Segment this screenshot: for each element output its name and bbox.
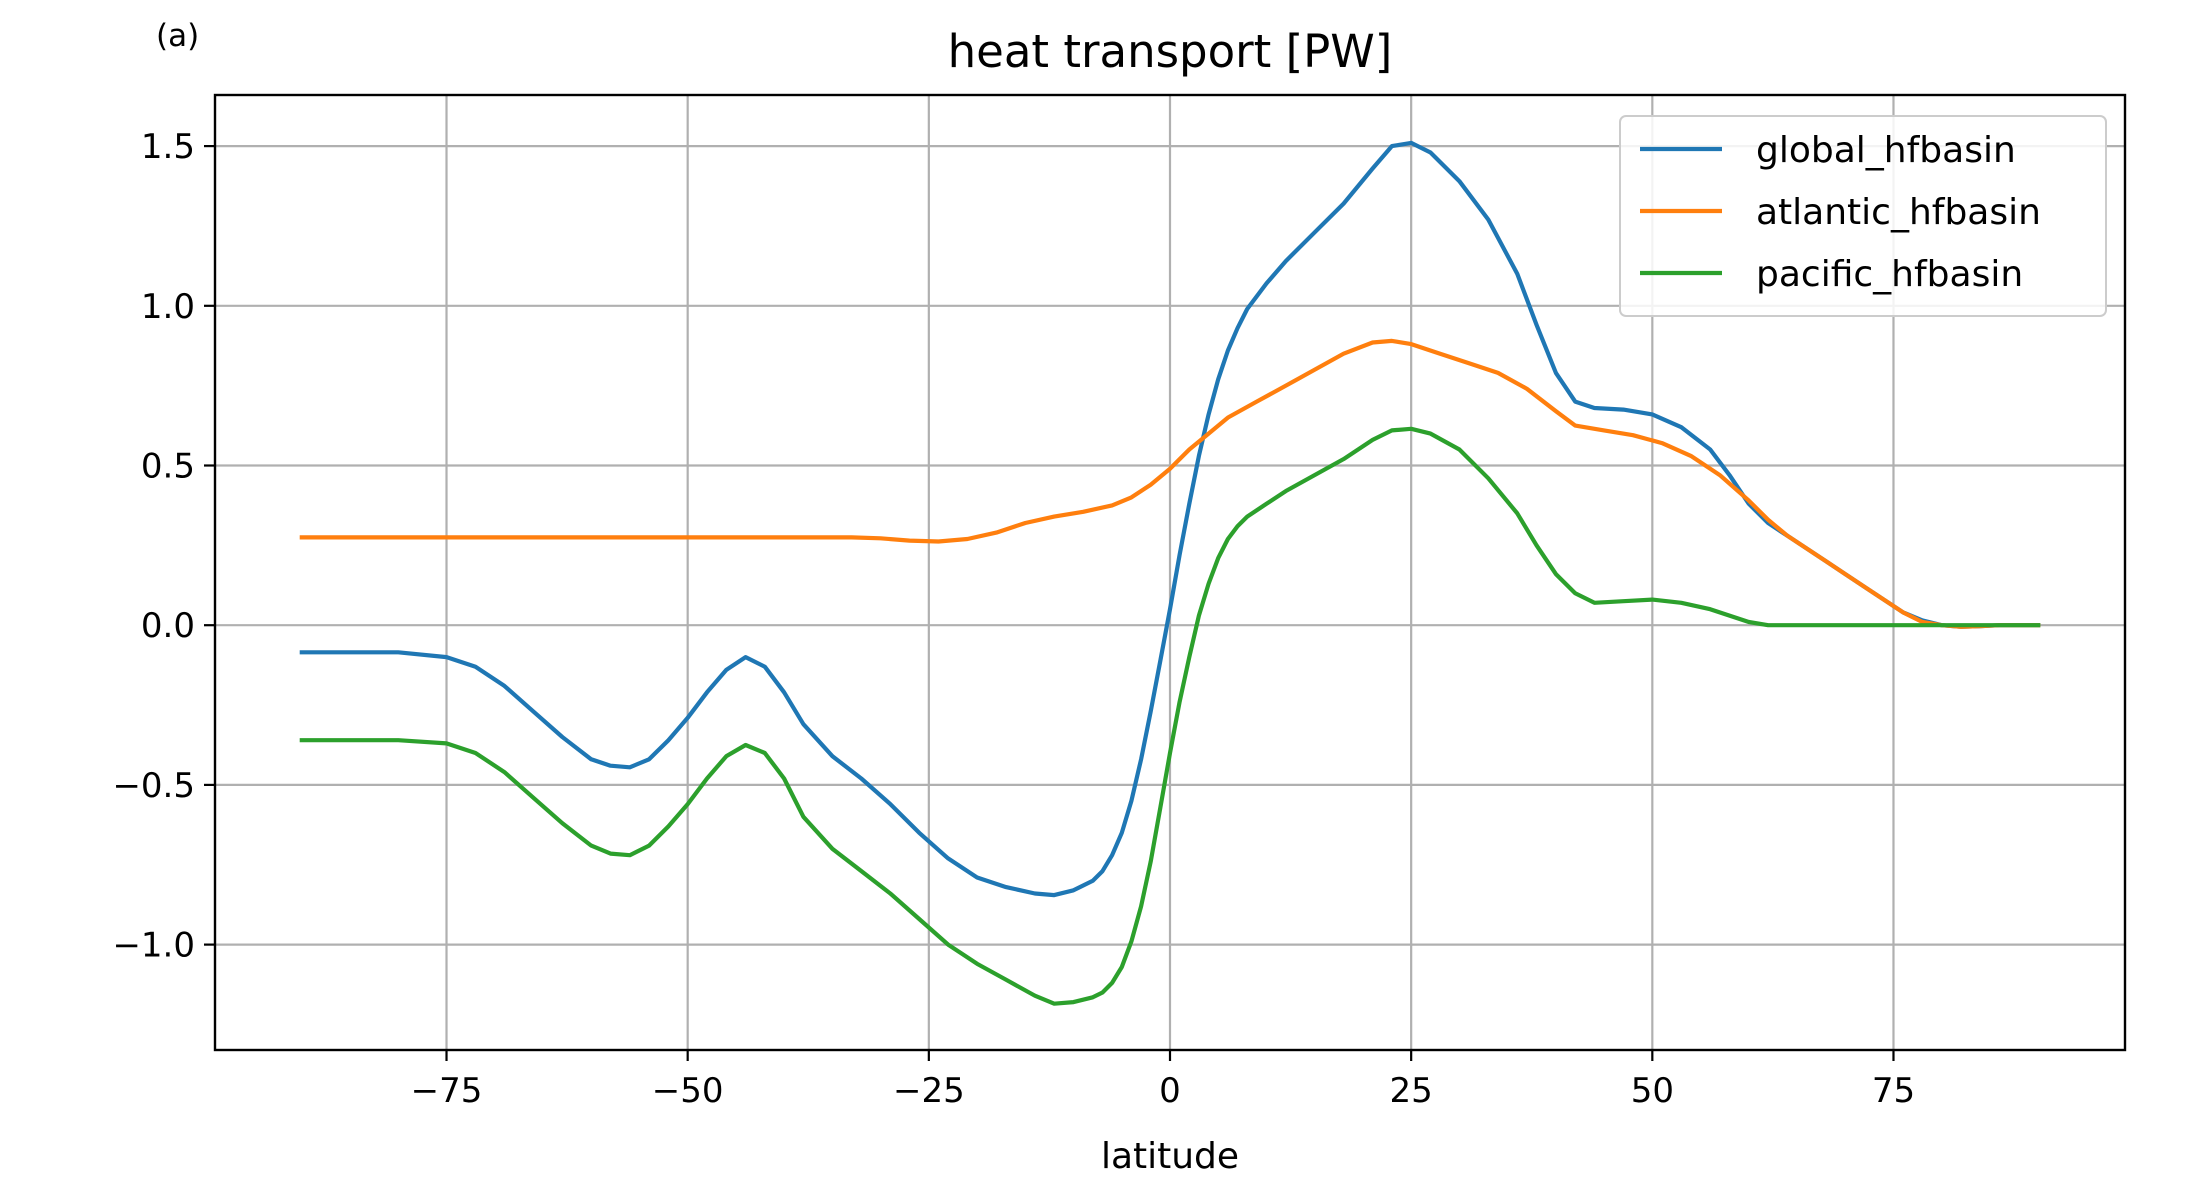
legend-box	[1619, 115, 2107, 317]
x-tick-label: 0	[1159, 1071, 1181, 1111]
y-tick-label: 1.5	[141, 127, 195, 167]
chart-title: heat transport [PW]	[948, 25, 1393, 78]
series-line-atlantic-hfbasin	[299, 338, 2041, 629]
x-axis-label: latitude	[1101, 1136, 1239, 1177]
x-tick-label: −25	[893, 1071, 965, 1111]
legend: global_hfbasin atlantic_hfbasin pacific_hf…	[1619, 115, 2107, 317]
y-tick-label: 1.0	[141, 287, 195, 327]
legend-label-global-hfbasin: global_hfbasin	[1756, 130, 2016, 171]
x-tick-label: 25	[1390, 1071, 1433, 1111]
legend-items: global_hfbasin atlantic_hfbasin pacific_hf…	[1640, 130, 2041, 295]
y-tick-label: −0.5	[112, 766, 195, 806]
x-tick-label: −75	[411, 1071, 483, 1111]
x-tick-label: 50	[1631, 1071, 1674, 1111]
y-tick-label: 0.0	[141, 606, 195, 646]
legend-label-atlantic-hfbasin: atlantic_hfbasin	[1756, 192, 2041, 233]
x-tick-label: 75	[1872, 1071, 1915, 1111]
axis-ticks: −75 −50 −25 0 25 50 75 −1.0 −0.5 0.0 0.5 1.0 1.5	[112, 127, 1915, 1111]
series-line-pacific-hfbasin	[299, 426, 2041, 1006]
y-tick-label: 0.5	[141, 447, 195, 487]
series-lines	[299, 140, 2041, 1006]
panel-label: (a)	[156, 18, 199, 54]
x-tick-label: −50	[652, 1071, 724, 1111]
legend-label-pacific-hfbasin: pacific_hfbasin	[1756, 254, 2023, 295]
y-tick-label: −1.0	[112, 926, 195, 966]
